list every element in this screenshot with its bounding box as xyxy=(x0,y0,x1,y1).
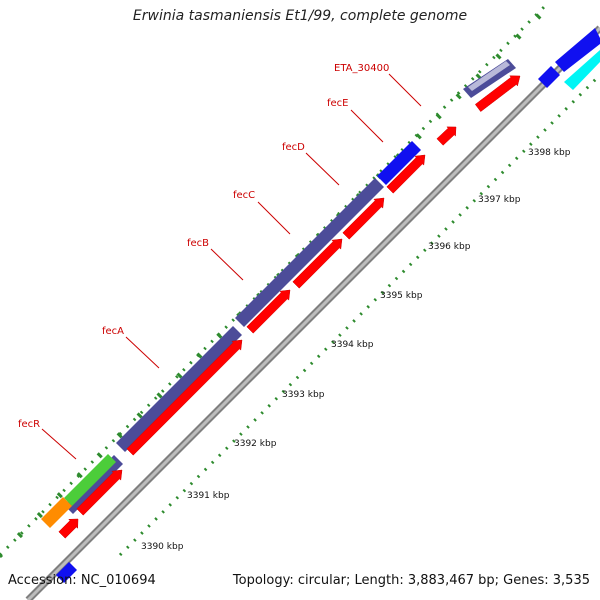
operon-fecA xyxy=(116,326,242,452)
label-leader xyxy=(257,201,291,235)
accession-text: Accession: NC_010694 xyxy=(8,573,156,588)
operon-top-light xyxy=(468,61,510,91)
tick-mark xyxy=(495,53,502,60)
cds-arrow xyxy=(292,238,343,289)
tick-mark xyxy=(16,531,24,539)
gene-blue-right xyxy=(538,66,560,88)
cds-arrow xyxy=(126,339,243,456)
tick-mark xyxy=(216,332,223,339)
gene-cyan xyxy=(564,50,600,90)
cds-arrow xyxy=(474,75,521,112)
backbone xyxy=(25,25,600,600)
label-leader xyxy=(350,109,384,143)
gene-green xyxy=(64,454,116,506)
scale-tick-label: 3398 kbp xyxy=(528,148,571,158)
cds-arrow xyxy=(342,197,385,240)
tick-mark xyxy=(535,13,542,20)
scale-tick-label: 3391 kbp xyxy=(187,491,230,501)
gene-label: fecC xyxy=(233,190,255,201)
gene-label: fecR xyxy=(18,419,40,430)
label-leader xyxy=(125,336,160,369)
cds-arrow xyxy=(386,154,426,194)
label-leader xyxy=(388,73,422,107)
cds-arrow xyxy=(76,469,123,516)
inner-tick-ruler xyxy=(118,73,600,557)
tick-mark xyxy=(96,452,103,459)
tick-mark xyxy=(156,392,163,399)
tick-mark xyxy=(136,412,143,419)
scale-tick-label: 3393 kbp xyxy=(282,390,325,400)
tick-mark xyxy=(76,472,83,479)
scale-tick-label: 3392 kbp xyxy=(234,439,277,449)
tick-mark xyxy=(0,552,4,559)
tick-mark xyxy=(515,33,522,40)
colored-genes xyxy=(41,28,600,583)
map-title: Erwinia tasmaniensis Et1/99, complete ge… xyxy=(132,8,468,24)
scale-tick-label: 3390 kbp xyxy=(141,542,184,552)
tick-mark xyxy=(435,113,442,120)
tick-mark xyxy=(56,492,63,499)
gene-label: fecB xyxy=(187,238,209,249)
scale-labels: 3390 kbp 3391 kbp 3392 kbp 3393 kbp 3394 kbp… xyxy=(141,148,571,552)
cds-arrow xyxy=(58,518,79,539)
tick-mark xyxy=(415,133,422,140)
scale-tick-label: 3395 kbp xyxy=(380,291,423,301)
gene-blue-topright xyxy=(555,28,600,72)
operon-fecE xyxy=(377,141,421,185)
gene-label: fecD xyxy=(282,142,305,153)
cds-arrow xyxy=(436,126,457,146)
tick-mark xyxy=(176,372,183,379)
scale-tick-label: 3396 kbp xyxy=(428,242,471,252)
cds-arrow xyxy=(246,289,291,334)
scale-tick-label: 3397 kbp xyxy=(478,195,521,205)
tick-mark xyxy=(196,352,203,359)
gene-orange xyxy=(41,497,72,528)
label-leader xyxy=(41,428,77,460)
gene-label: fecE xyxy=(327,98,349,109)
operon-fecBCD xyxy=(235,178,384,327)
summary-text: Topology: circular; Length: 3,883,467 bp… xyxy=(232,573,590,588)
label-leader xyxy=(305,152,340,186)
cds-arrows xyxy=(58,75,521,539)
label-leader xyxy=(210,248,244,281)
gene-label: ETA_30400 xyxy=(334,63,389,74)
gene-labels: fecR fecA fecB fecC fecD fecE ETA_30400 xyxy=(18,63,422,460)
tick-mark xyxy=(455,93,462,100)
tick-mark xyxy=(36,512,43,519)
tick-mark xyxy=(116,432,123,439)
gene-label: fecA xyxy=(102,326,124,337)
scale-tick-label: 3394 kbp xyxy=(331,340,374,350)
gene-blue-bottom xyxy=(56,562,77,583)
